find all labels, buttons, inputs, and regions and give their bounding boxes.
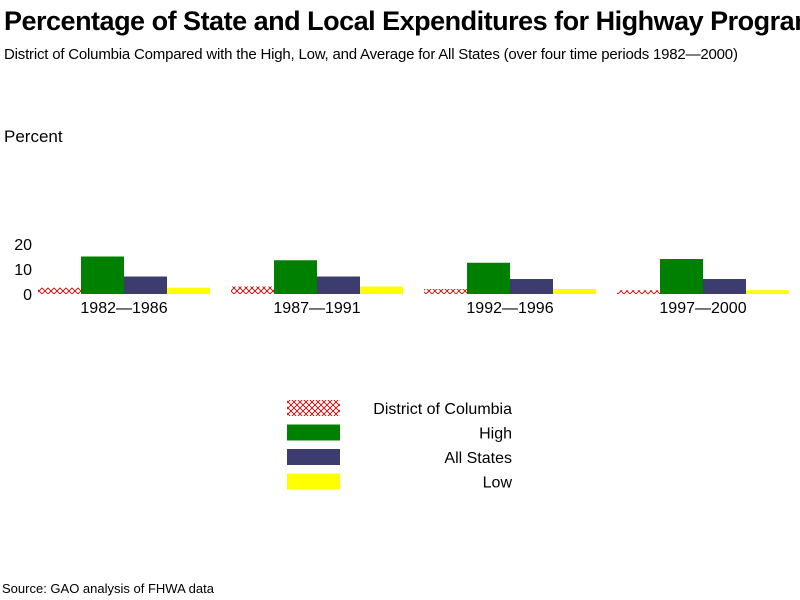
legend-swatch bbox=[287, 473, 340, 490]
legend-swatch bbox=[287, 449, 340, 465]
bar-district-of-columbia bbox=[424, 289, 467, 294]
bar-high bbox=[274, 260, 317, 294]
y-tick-label: 0 bbox=[23, 287, 32, 304]
legend: District of Columbia High All States Low bbox=[287, 400, 512, 492]
y-axis-label: Percent bbox=[4, 127, 63, 146]
plot-area: 0 10 20 1982—1986 1987—1991 1992—1996 1997—200… bbox=[14, 237, 789, 317]
bar-low bbox=[746, 290, 789, 294]
y-tick-label: 10 bbox=[14, 262, 32, 279]
bar-district-of-columbia bbox=[617, 290, 660, 294]
bar-district-of-columbia bbox=[38, 287, 81, 294]
bar-district-of-columbia bbox=[231, 286, 274, 294]
source-note: Source: GAO analysis of FHWA data bbox=[2, 581, 214, 596]
bar-all-states bbox=[124, 276, 167, 294]
chart-subtitle: District of Columbia Compared with the H… bbox=[4, 46, 738, 63]
bar-all-states bbox=[703, 279, 746, 294]
bar-low bbox=[360, 286, 403, 294]
bar-all-states bbox=[510, 279, 553, 294]
legend-swatch bbox=[287, 400, 340, 416]
legend-label: District of Columbia bbox=[373, 401, 512, 418]
legend-label: High bbox=[479, 426, 512, 443]
legend-swatch bbox=[287, 424, 340, 441]
bar-high bbox=[467, 262, 510, 294]
bar-low bbox=[553, 289, 596, 294]
bar-high bbox=[81, 256, 124, 294]
bar-all-states bbox=[317, 276, 360, 294]
bar-low bbox=[167, 287, 210, 294]
legend-label: Low bbox=[483, 475, 513, 492]
legend-label: All States bbox=[444, 450, 512, 467]
chart-title: Percentage of State and Local Expenditur… bbox=[4, 6, 800, 36]
x-tick-label: 1992—1996 bbox=[466, 300, 553, 317]
bar-high bbox=[660, 259, 703, 294]
x-tick-label: 1982—1986 bbox=[80, 300, 167, 317]
x-tick-label: 1987—1991 bbox=[273, 300, 360, 317]
x-tick-label: 1997—2000 bbox=[659, 300, 746, 317]
y-tick-label: 20 bbox=[14, 237, 32, 254]
